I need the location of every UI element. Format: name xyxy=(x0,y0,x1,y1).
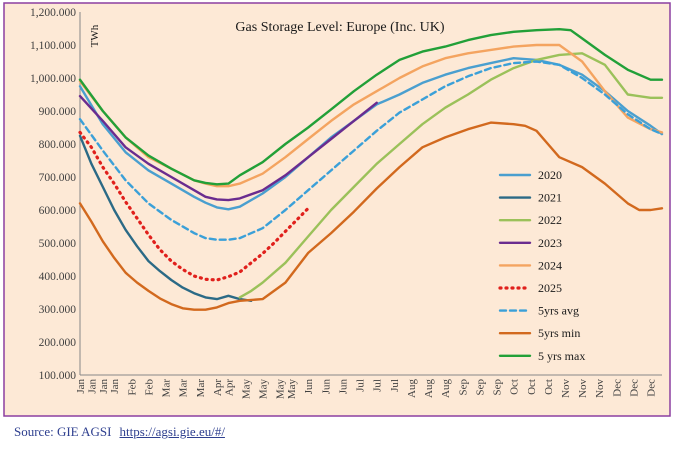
source-footer: Source: GIE AGSI https://agsi.gie.eu/#/ xyxy=(14,424,225,440)
series-line xyxy=(78,134,253,302)
x-tick-label: Jun xyxy=(303,379,315,395)
x-tick-label: May xyxy=(275,379,287,400)
x-tick-label: Jan xyxy=(109,379,121,394)
x-tick-label: May xyxy=(258,379,270,400)
y-tick-label: 1,100.000 xyxy=(30,40,76,52)
x-tick-label: Jan xyxy=(86,379,98,394)
x-tick-label: Sep xyxy=(457,379,469,396)
chart-title: Gas Storage Level: Europe (Inc. UK) xyxy=(235,20,444,35)
y-tick-label: 1,000.000 xyxy=(30,73,76,85)
legend-label: 2023 xyxy=(538,236,562,250)
y-tick-label: 100.000 xyxy=(39,370,77,382)
y-tick-label: 500.000 xyxy=(39,238,77,250)
x-tick-label: Jan xyxy=(98,379,110,394)
legend-label: 2025 xyxy=(538,281,562,295)
x-tick-label: Mar xyxy=(178,379,190,398)
x-tick-label: Jul xyxy=(389,379,401,392)
x-tick-label: May xyxy=(286,379,298,400)
y-tick-label: 200.000 xyxy=(39,337,77,349)
x-tick-label: Nov xyxy=(577,379,589,398)
x-tick-label: Feb xyxy=(126,379,138,396)
y-axis-label: TWh xyxy=(89,24,101,47)
x-tick-label: Jun xyxy=(337,379,349,395)
y-tick-label: 900.000 xyxy=(39,106,77,118)
axis-lines xyxy=(79,12,662,376)
x-tick-label: Mar xyxy=(161,379,173,398)
series-line xyxy=(78,121,664,311)
legend-label: 2020 xyxy=(538,168,562,182)
x-tick-label: Dec xyxy=(646,379,658,397)
source-link[interactable]: https://agsi.gie.eu/#/ xyxy=(119,424,225,439)
x-tick-label: Aug xyxy=(423,379,435,398)
x-tick-label: Jul xyxy=(355,379,367,392)
source-label: Source: GIE AGSI xyxy=(14,424,112,439)
y-tick-label: 400.000 xyxy=(39,271,77,283)
x-tick-label: Nov xyxy=(560,379,572,398)
series-line xyxy=(78,28,664,186)
x-tick-label: Jul xyxy=(372,379,384,392)
x-tick-label: Mar xyxy=(195,379,207,398)
x-tick-label: Dec xyxy=(628,379,640,397)
x-tick-label: Apr xyxy=(212,379,224,396)
x-axis-ticks: Jan Jan Jan Jan Feb Feb Mar Mar Mar Apr Apr May May M… xyxy=(75,379,658,400)
x-tick-label: Aug xyxy=(440,379,452,398)
series-line xyxy=(78,130,310,282)
x-tick-label: Sep xyxy=(474,379,486,396)
y-tick-label: 800.000 xyxy=(39,139,77,151)
series-line xyxy=(78,60,664,241)
y-tick-label: 600.000 xyxy=(39,205,77,217)
x-tick-label: Jun xyxy=(320,379,332,395)
x-tick-label: Aug xyxy=(406,379,418,398)
series-line xyxy=(78,94,378,202)
legend-label: 2024 xyxy=(538,258,562,272)
legend-label: 5yrs min xyxy=(538,326,580,340)
legend-label: 2021 xyxy=(538,191,562,205)
series-line xyxy=(238,52,664,299)
legend-label: 2022 xyxy=(538,213,562,227)
x-tick-label: Apr xyxy=(223,379,235,396)
y-tick-label: 300.000 xyxy=(39,304,77,316)
y-tick-label: 700.000 xyxy=(39,172,77,184)
y-tick-label: 1,200.000 xyxy=(30,7,76,19)
x-tick-label: Oct xyxy=(509,379,521,395)
legend-label: 5yrs avg xyxy=(538,304,579,318)
series-lines xyxy=(78,28,664,311)
x-tick-label: Jan xyxy=(75,379,87,394)
x-tick-label: Sep xyxy=(492,379,504,396)
legend: 2020 2021 2022 2023 2024 2025 5yrs avg 5yrs min… xyxy=(498,168,585,363)
x-tick-label: Oct xyxy=(543,379,555,395)
gas-storage-chart: Gas Storage Level: Europe (Inc. UK) TWh … xyxy=(3,2,671,417)
y-axis-ticks: 100.000 200.000 300.000 400.000 500.000 600.0… xyxy=(30,7,76,382)
legend-label: 5 yrs max xyxy=(538,349,585,363)
x-tick-label: Dec xyxy=(611,379,623,397)
x-tick-label: May xyxy=(240,379,252,400)
x-tick-label: Oct xyxy=(526,379,538,395)
x-tick-label: Nov xyxy=(594,379,606,398)
x-tick-label: Feb xyxy=(143,379,155,396)
